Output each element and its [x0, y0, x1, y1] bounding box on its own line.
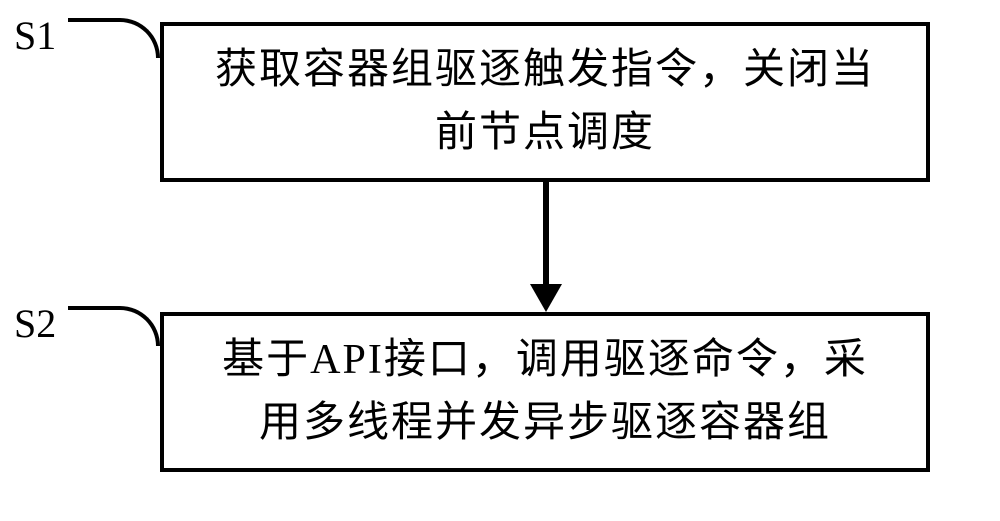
step-label-s1: S1 — [14, 12, 56, 59]
label-connector-s1 — [68, 18, 160, 58]
step-label-s2: S2 — [14, 300, 56, 347]
step-label-s1-text: S1 — [14, 13, 56, 58]
arrow-head-icon — [530, 284, 562, 312]
step-box-s2: 基于API接口，调用驱逐命令，采 用多线程并发异步驱逐容器组 — [160, 312, 930, 472]
label-connector-s2 — [68, 306, 160, 346]
step-text-s1: 获取容器组驱逐触发指令，关闭当 前节点调度 — [215, 39, 875, 165]
step-text-s2: 基于API接口，调用驱逐命令，采 用多线程并发异步驱逐容器组 — [222, 329, 868, 455]
flowchart-canvas: S1 获取容器组驱逐触发指令，关闭当 前节点调度 S2 基于API接口，调用驱逐… — [0, 0, 1000, 521]
step-box-s1: 获取容器组驱逐触发指令，关闭当 前节点调度 — [160, 22, 930, 182]
arrow-line — [543, 182, 549, 284]
step-label-s2-text: S2 — [14, 301, 56, 346]
